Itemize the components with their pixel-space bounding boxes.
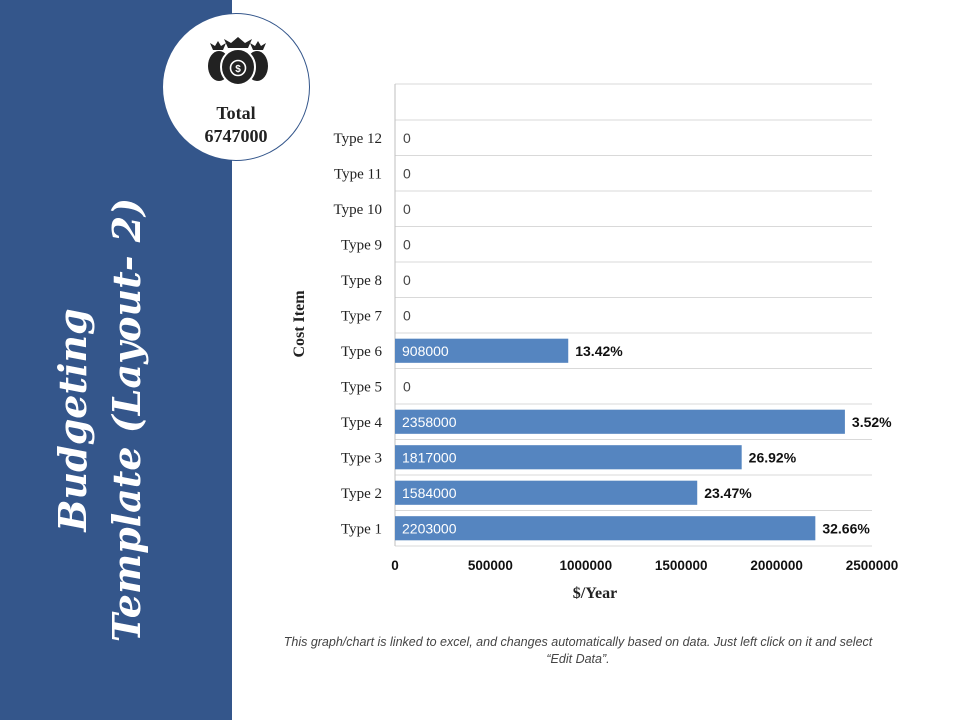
bar-value-label: 0 <box>403 307 411 323</box>
svg-text:$: $ <box>235 64 241 75</box>
x-tick-label: 1000000 <box>560 558 613 573</box>
category-label: Type 5 <box>341 379 382 395</box>
money-bags-icon: $ <box>208 37 268 86</box>
bar-value-label: 0 <box>403 378 411 394</box>
bar-percent-label: 13.42% <box>575 343 623 359</box>
bar-value-label: 0 <box>403 272 411 288</box>
category-label: Type 3 <box>341 450 382 466</box>
bar-value-label: 0 <box>403 236 411 252</box>
total-label: Total <box>216 103 256 123</box>
category-label: Type 8 <box>341 273 382 289</box>
bar <box>395 480 698 505</box>
bar-value-label: 2358000 <box>402 414 457 430</box>
x-tick-label: 500000 <box>468 558 513 573</box>
x-tick-label: 0 <box>391 558 399 573</box>
category-label: Type 1 <box>341 521 382 537</box>
x-axis-label: $/Year <box>573 585 617 602</box>
chart-footnote: This graph/chart is linked to excel, and… <box>283 635 873 666</box>
x-tick-label: 1500000 <box>655 558 708 573</box>
bar-value-label: 0 <box>403 165 411 181</box>
bar-percent-label: 32.66% <box>822 520 870 536</box>
category-label: Type 2 <box>341 486 382 502</box>
bar-value-label: 0 <box>403 201 411 217</box>
bar-percent-label: 3.52% <box>852 414 892 430</box>
bar-value-label: 2203000 <box>402 520 457 536</box>
category-label: Type 12 <box>333 131 382 147</box>
category-label: Type 6 <box>341 344 383 360</box>
category-label: Type 4 <box>341 415 383 431</box>
category-label: Type 9 <box>341 237 382 253</box>
y-axis-label: Cost Item <box>291 290 308 358</box>
x-tick-label: 2000000 <box>750 558 803 573</box>
bar-value-label: 1817000 <box>402 449 457 465</box>
bar-value-label: 0 <box>403 130 411 146</box>
category-label: Type 11 <box>334 166 382 182</box>
bar <box>395 409 845 434</box>
bar-percent-label: 26.92% <box>749 449 797 465</box>
total-value: 6747000 <box>204 126 268 146</box>
bar-value-label: 908000 <box>402 343 449 359</box>
category-label: Type 10 <box>333 202 382 218</box>
total-badge: $ Total 6747000 <box>162 13 310 161</box>
x-tick-label: 2500000 <box>846 558 899 573</box>
bar <box>395 338 569 363</box>
bar <box>395 516 816 541</box>
category-label: Type 7 <box>341 308 383 324</box>
bar <box>395 445 742 470</box>
bar-value-label: 1584000 <box>402 485 457 501</box>
bar-percent-label: 23.47% <box>704 485 752 501</box>
